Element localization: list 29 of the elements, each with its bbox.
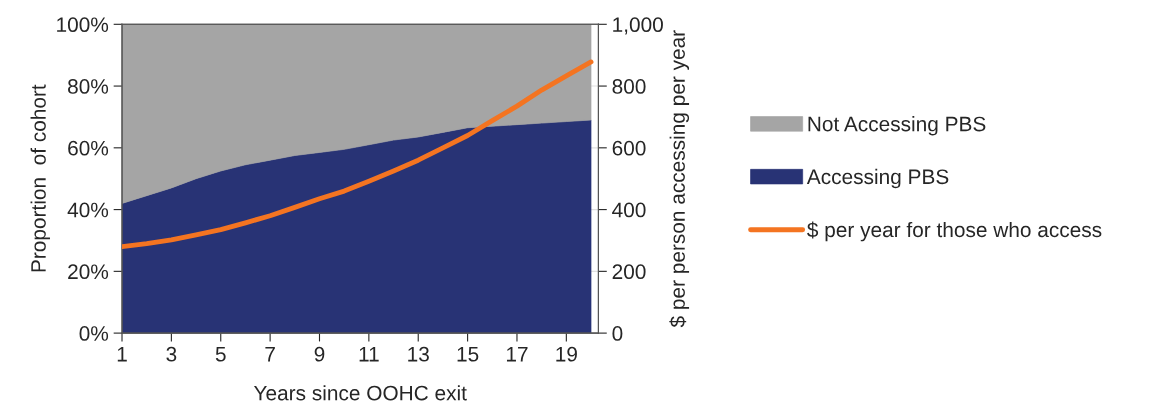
y-tick-label: 60% [68, 140, 109, 156]
y2-tick-label: 600 [612, 140, 646, 156]
y2-tick-label: 200 [612, 264, 646, 280]
y2-tick-label: 1,000 [613, 17, 663, 35]
y-tick-label: 40% [67, 202, 109, 218]
y-tick-label: 100% [57, 17, 109, 33]
y-tick-label: 80% [68, 79, 109, 94]
x-tick-label: 19 [556, 346, 577, 362]
line-series [122, 59, 594, 250]
legend-label: Not Accessing PBS [808, 116, 986, 136]
legend-label: $ per year for those who access [807, 221, 1102, 242]
x-tick-label: 7 [265, 347, 275, 362]
x-tick-label: 13 [408, 346, 429, 362]
y-tick-label: 0% [79, 326, 109, 341]
y2-tick-label: 0 [612, 326, 623, 341]
y2-axis-title: $ per person accessing per year [669, 30, 690, 328]
y-axis-title: Proportion of cohort [30, 84, 50, 272]
x-tick-label: 11 [359, 347, 379, 362]
x-tick-label: 17 [506, 347, 528, 362]
x-tick-label: 1 [117, 347, 127, 362]
y2-tick-label: 400 [612, 202, 646, 218]
x-tick-label: 3 [166, 346, 177, 362]
x-axis-title: Years since OOHC exit [253, 385, 467, 401]
x-tick-label: 9 [314, 346, 325, 362]
legend-label: Accessing PBS [806, 168, 949, 189]
y2-tick-label: 800 [612, 79, 646, 94]
x-tick-label: 5 [215, 347, 226, 362]
y-tick-label: 20% [68, 264, 109, 280]
x-tick-label: 15 [457, 347, 479, 362]
